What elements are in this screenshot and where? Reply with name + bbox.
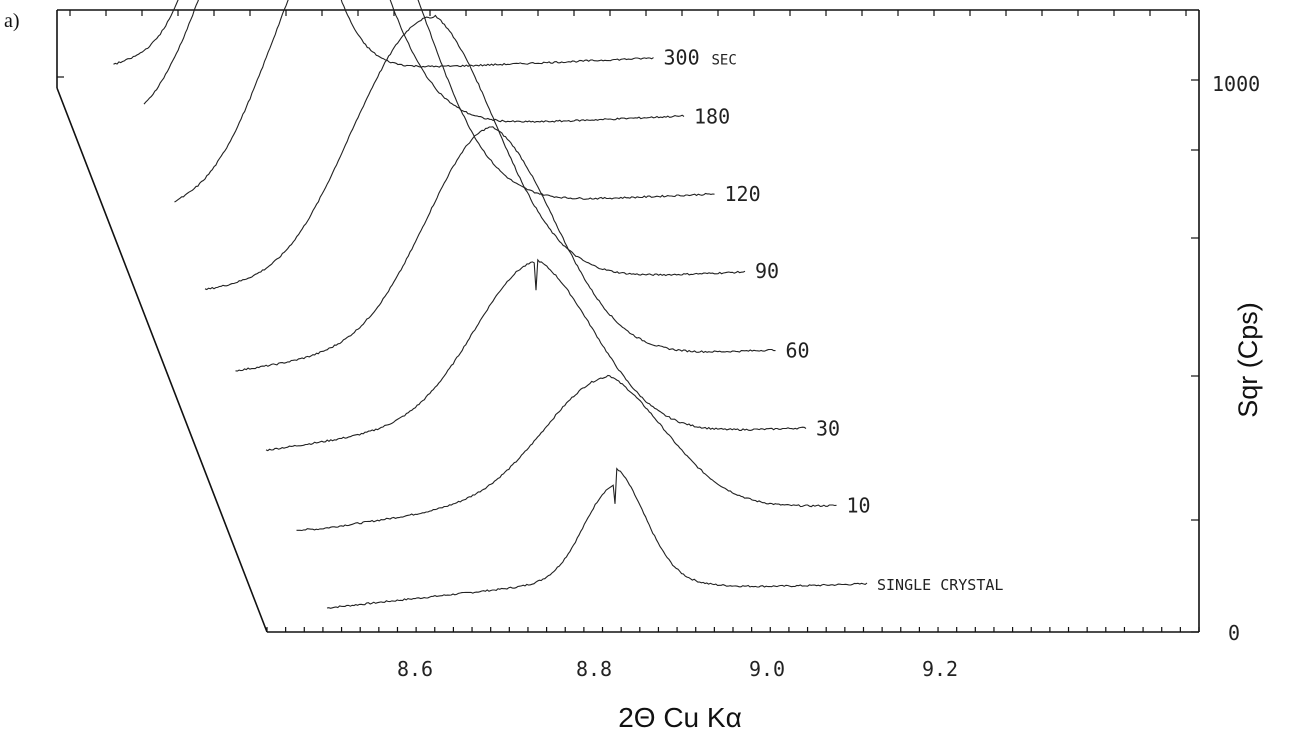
- y-axis-label: Sqr (Cps): [1233, 302, 1263, 418]
- series-label: 180: [694, 105, 730, 129]
- y-tick-label: 0: [1228, 621, 1240, 645]
- plot-frame: [56, 9, 1200, 633]
- series-label: SINGLE CRYSTAL: [877, 576, 1003, 594]
- series-label: 90: [755, 259, 779, 283]
- data-curves: [113, 0, 868, 609]
- depth-axis-line: [56, 87, 268, 633]
- x-tick-label: 8.6: [397, 657, 433, 681]
- axis-ticks: [57, 10, 1200, 633]
- y-tick-label: 1000: [1212, 72, 1260, 96]
- x-tick-label: 9.0: [749, 657, 785, 681]
- series-label: 30: [816, 417, 840, 441]
- x-axis-label: 2Θ Cu Kα: [618, 702, 742, 731]
- series-labels: SINGLE CRYSTAL 10 30 60 90 120 180 300 SEC: [664, 46, 1004, 594]
- series-label: 120: [725, 182, 761, 206]
- series-label: 10: [847, 493, 871, 517]
- x-tick-label: 8.8: [576, 657, 612, 681]
- series-label: 60: [786, 339, 810, 363]
- series-line: [296, 374, 837, 532]
- series-label: 300: [664, 46, 700, 70]
- series-line: [143, 0, 685, 123]
- series-line: [113, 0, 654, 68]
- panel-label: a): [4, 10, 20, 32]
- x-tick-label: 9.2: [922, 657, 958, 681]
- series-line: [265, 258, 807, 452]
- series-line: [235, 126, 776, 372]
- series-line: [204, 14, 746, 291]
- unit-annotation: SEC: [712, 53, 737, 69]
- series-line: [326, 467, 868, 609]
- series-line: [174, 0, 715, 203]
